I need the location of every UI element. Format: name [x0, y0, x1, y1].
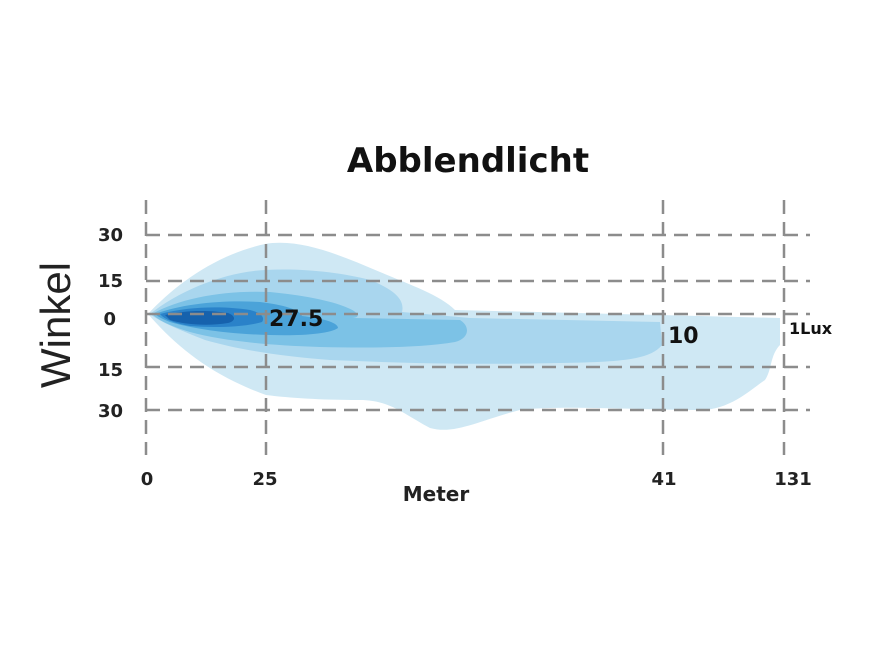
annotation-lux-27-5: 27.5 [269, 307, 323, 332]
y-tick-label: 30 [98, 225, 123, 246]
x-tick-label: 41 [651, 469, 676, 490]
x-tick-label: 131 [774, 469, 812, 490]
grid [144, 200, 810, 455]
chart-title: Abblendlicht [347, 141, 589, 181]
annotation-1-lux: 1Lux [789, 319, 833, 338]
y-tick-label: 30 [98, 401, 123, 422]
x-axis-label: Meter [403, 482, 470, 506]
y-tick-label: 15 [98, 271, 123, 292]
y-tick-label: 15 [98, 360, 123, 381]
y-axis-label: Winkel [32, 262, 79, 388]
x-tick-label: 25 [252, 469, 277, 490]
beam-contours [148, 242, 780, 430]
y-tick-label: 0 [103, 309, 116, 330]
annotation-lux-10: 10 [668, 324, 699, 349]
x-tick-label: 0 [141, 469, 154, 490]
